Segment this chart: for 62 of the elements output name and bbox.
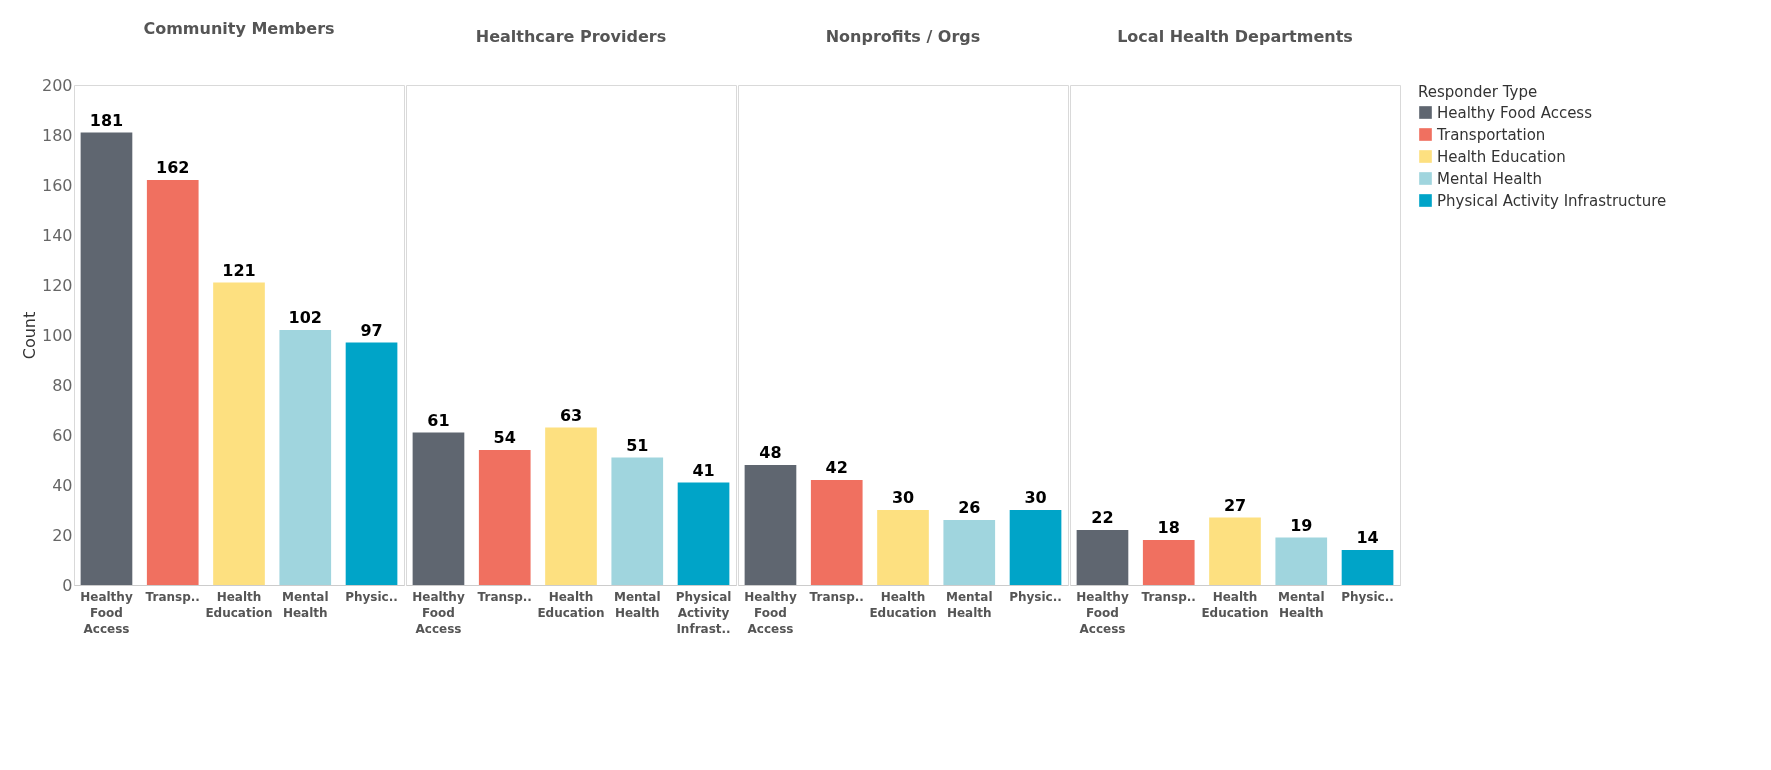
data-label: 41 <box>692 460 715 480</box>
x-tick-label: Health Education <box>869 589 937 620</box>
data-label: 51 <box>626 435 649 455</box>
x-tick-label: Transp.. <box>1141 589 1196 604</box>
x-tick-label: Physical Activity Infrast.. <box>675 589 732 636</box>
y-tick-label: 120 <box>41 275 73 295</box>
x-tick-label: Mental Health <box>613 589 661 620</box>
data-label: 63 <box>559 405 583 425</box>
y-tick-label: 60 <box>52 425 73 445</box>
data-label: 181 <box>89 110 124 130</box>
legend-label: Physical Activity Infrastructure <box>1437 191 1667 210</box>
data-label: 30 <box>891 488 915 507</box>
data-label: 42 <box>825 458 848 477</box>
data-label: 26 <box>958 498 981 517</box>
data-label: 97 <box>360 320 383 340</box>
legend-label: Transportation <box>1436 125 1546 144</box>
y-tick-label: 20 <box>52 525 73 545</box>
data-label: 30 <box>1024 488 1047 507</box>
x-tick-label: Physic.. <box>1341 589 1394 604</box>
data-label: 14 <box>1356 528 1379 547</box>
x-tick-label: Health Education <box>205 589 273 620</box>
x-tick-label: Mental Health <box>945 589 993 620</box>
chart-title: Healthcare Providers <box>475 27 667 46</box>
data-label: 18 <box>1157 518 1180 537</box>
legend-label: Healthy Food Access <box>1437 103 1593 122</box>
x-tick-label: Physic.. <box>1009 589 1062 604</box>
data-label: 162 <box>156 158 190 177</box>
y-tick-label: 200 <box>41 75 73 95</box>
y-tick-label: 180 <box>41 125 73 145</box>
data-label: 54 <box>493 428 516 447</box>
x-tick-label: Health Education <box>1201 589 1269 620</box>
x-tick-label: Healthy Food Access <box>80 589 133 636</box>
x-tick-label: Mental Health <box>1277 589 1325 620</box>
data-label: 19 <box>1290 515 1313 535</box>
data-label: 61 <box>427 410 450 430</box>
data-label: 121 <box>222 260 256 280</box>
data-label: 22 <box>1091 508 1114 527</box>
y-axis-title: Count <box>19 311 39 360</box>
data-label: 48 <box>759 443 782 462</box>
y-tick-label: 0 <box>62 575 73 595</box>
y-tick-label: 100 <box>41 325 73 345</box>
x-tick-label: Healthy Food Access <box>744 589 797 636</box>
x-tick-label: Health Education <box>537 589 605 620</box>
y-tick-label: 160 <box>41 175 73 195</box>
x-tick-label: Transp.. <box>477 589 532 604</box>
x-tick-label: Healthy Food Access <box>1076 589 1129 636</box>
x-tick-label: Physic.. <box>345 589 398 604</box>
legend-label: Mental Health <box>1437 169 1542 188</box>
x-tick-label: Transp.. <box>809 589 864 604</box>
x-tick-label: Mental Health <box>281 589 329 620</box>
x-tick-label: Transp.. <box>145 589 200 604</box>
y-tick-label: 140 <box>41 225 73 245</box>
chart-title: Local Health Departments <box>1117 27 1353 46</box>
data-label: 27 <box>1223 495 1247 515</box>
chart-title: Community Members <box>143 19 335 38</box>
legend-label: Health Education <box>1437 147 1566 166</box>
chart-title: Nonprofits / Orgs <box>825 27 981 46</box>
data-label: 102 <box>288 308 322 327</box>
legend-title: Responder Type <box>1418 83 1538 101</box>
x-tick-label: Healthy Food Access <box>412 589 465 636</box>
y-tick-label: 40 <box>52 475 73 495</box>
y-tick-label: 80 <box>52 375 73 395</box>
